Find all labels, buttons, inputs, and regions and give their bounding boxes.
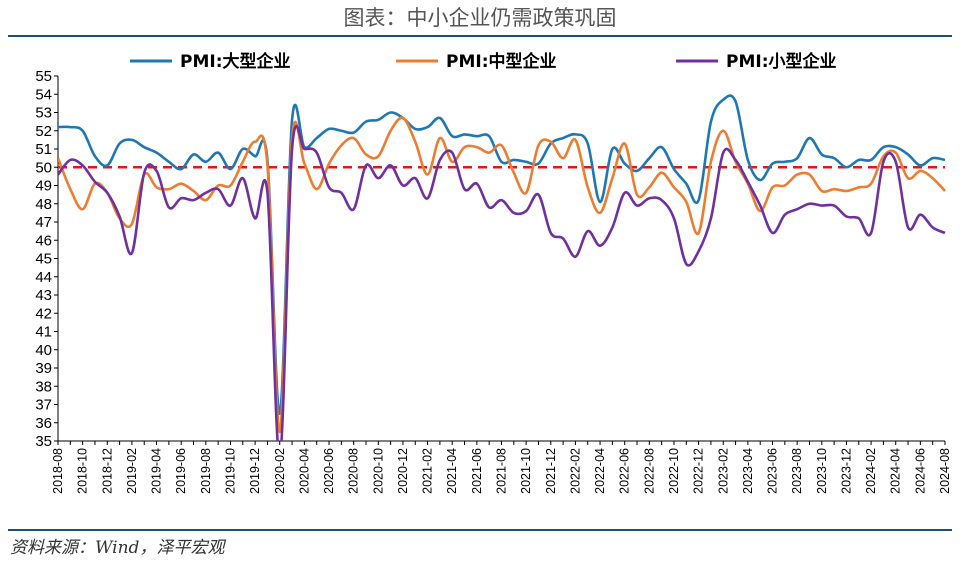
y-tick-label: 50 [35,159,52,176]
y-tick-label: 36 [35,415,52,432]
y-tick-label: 39 [35,360,52,377]
y-tick-label: 48 [35,196,52,213]
x-tick-label: 2020-06 [322,448,336,494]
y-tick-label: 40 [35,342,52,359]
series-line-small-enterprise [58,124,946,441]
x-tick-label: 2020-02 [273,448,287,494]
x-tick-label: 2021-04 [445,448,459,494]
x-tick-label: 2023-04 [741,448,755,494]
x-axis: 2018-08 2018-10 2018-12 2019-02 2019-04 2019-… [51,440,952,494]
legend: PMI:大型企业 PMI:中型企业 PMI:小型企业 [130,51,837,72]
legend-label-large: PMI:大型企业 [180,51,291,72]
y-tick-label: 52 [35,123,52,140]
y-tick-label: 38 [35,378,52,395]
x-tick-label: 2020-04 [297,448,311,494]
x-tick-label: 2021-12 [544,448,558,494]
x-tick-label: 2022-04 [593,448,607,494]
x-tick-label: 2022-10 [667,448,681,494]
x-tick-label: 2018-12 [100,448,114,494]
y-tick-label: 35 [35,433,52,450]
y-tick-label: 37 [35,397,52,414]
x-tick-label: 2023-12 [839,448,853,494]
y-tick-label: 53 [35,105,52,122]
y-tick-label: 45 [35,251,52,268]
y-tick-label: 55 [35,68,52,85]
x-tick-label: 2019-12 [248,448,262,494]
x-tick-label: 2022-02 [568,448,582,494]
x-tick-label: 2022-12 [692,448,706,494]
x-tick-label: 2019-06 [174,448,188,494]
x-tick-label: 2024-08 [938,448,952,494]
x-tick-label: 2019-04 [150,448,164,494]
x-tick-label: 2019-02 [125,448,139,494]
x-tick-label: 2021-08 [495,448,509,494]
y-tick-label: 44 [35,269,52,286]
y-tick-label: 51 [35,141,52,158]
x-tick-label: 2022-08 [642,448,656,494]
series-line-large-enterprise [58,94,946,415]
y-tick-label: 46 [35,232,52,249]
source-note: 资料来源：Wind，泽平宏观 [10,538,226,558]
y-tick-label: 41 [35,324,52,341]
x-tick-label: 2020-12 [396,448,410,494]
y-tick-label: 42 [35,305,52,322]
x-tick-label: 2024-02 [864,448,878,494]
series-line-medium-enterprise [58,116,946,434]
chart-title: 图表：中小企业仍需政策巩固 [344,6,617,30]
legend-label-small: PMI:小型企业 [726,51,837,72]
y-tick-label: 54 [35,86,52,103]
x-tick-label: 2019-10 [223,448,237,494]
x-tick-label: 2022-06 [618,448,632,494]
y-tick-label: 49 [35,178,52,195]
x-tick-label: 2023-08 [790,448,804,494]
x-tick-label: 2021-02 [421,448,435,494]
x-tick-label: 2024-04 [889,448,903,494]
x-tick-label: 2019-08 [199,448,213,494]
x-tick-label: 2021-10 [519,448,533,494]
series-group [58,94,946,441]
x-tick-label: 2021-06 [470,448,484,494]
x-tick-label: 2023-06 [766,448,780,494]
x-tick-label: 2024-06 [913,448,927,494]
x-tick-label: 2018-10 [76,448,90,494]
x-tick-label: 2020-10 [371,448,385,494]
x-tick-label: 2018-08 [51,448,65,494]
x-tick-label: 2020-08 [347,448,361,494]
x-tick-label: 2023-02 [716,448,730,494]
y-tick-label: 43 [35,287,52,304]
y-tick-label: 47 [35,214,52,231]
x-tick-label: 2023-10 [815,448,829,494]
legend-label-medium: PMI:中型企业 [446,51,557,72]
